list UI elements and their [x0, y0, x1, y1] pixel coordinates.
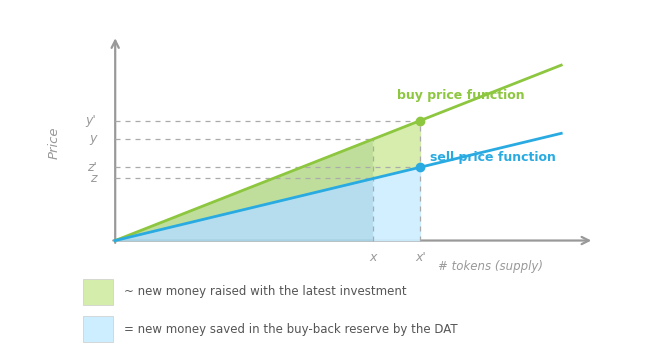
Text: ~ new money raised with the latest investment: ~ new money raised with the latest inves… [124, 285, 407, 298]
Text: Price: Price [48, 127, 61, 159]
Polygon shape [373, 167, 421, 241]
Polygon shape [373, 121, 421, 178]
Text: z': z' [87, 161, 96, 174]
Text: x': x' [415, 251, 426, 264]
Bar [83, 279, 113, 305]
Text: x: x [369, 251, 377, 264]
Polygon shape [115, 178, 373, 241]
Text: # tokens (supply): # tokens (supply) [438, 260, 543, 273]
Polygon shape [115, 139, 373, 241]
Text: = new money saved in the buy-back reserve by the DAT: = new money saved in the buy-back reserv… [124, 323, 458, 336]
Text: y': y' [85, 114, 96, 127]
Bar [83, 316, 113, 342]
Text: y: y [89, 132, 96, 145]
Text: z: z [90, 172, 96, 185]
Text: sell price function: sell price function [430, 151, 556, 164]
Text: buy price function: buy price function [397, 89, 525, 102]
